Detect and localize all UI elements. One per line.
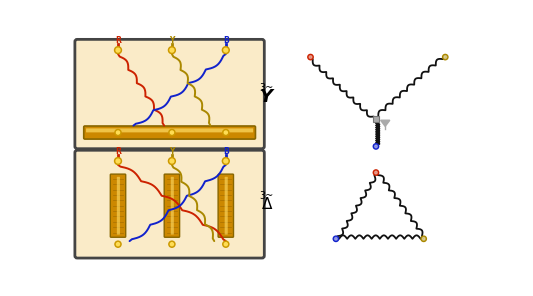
Circle shape [169, 241, 175, 247]
Text: Y: Y [169, 36, 175, 45]
Circle shape [168, 47, 175, 54]
Circle shape [373, 144, 378, 149]
Text: B: B [223, 36, 229, 45]
FancyBboxPatch shape [224, 177, 228, 234]
Circle shape [224, 159, 228, 163]
Circle shape [224, 131, 228, 134]
Circle shape [442, 54, 448, 60]
Circle shape [444, 56, 447, 58]
Circle shape [115, 241, 121, 247]
Text: 3~: 3~ [260, 83, 274, 93]
Circle shape [116, 48, 120, 52]
FancyBboxPatch shape [373, 116, 379, 122]
Text: Y: Y [260, 88, 273, 106]
Circle shape [308, 54, 313, 60]
Circle shape [169, 129, 175, 136]
FancyBboxPatch shape [75, 39, 264, 149]
Polygon shape [381, 120, 390, 126]
Circle shape [222, 157, 229, 165]
Circle shape [222, 47, 229, 54]
Text: Δ: Δ [261, 197, 272, 213]
Circle shape [224, 243, 228, 246]
FancyBboxPatch shape [164, 174, 180, 237]
Circle shape [170, 48, 174, 52]
FancyBboxPatch shape [86, 128, 253, 132]
Circle shape [115, 129, 121, 136]
Circle shape [117, 131, 119, 134]
Text: 3~: 3~ [260, 191, 274, 201]
FancyBboxPatch shape [75, 150, 264, 258]
Circle shape [116, 159, 120, 163]
Circle shape [335, 237, 337, 240]
FancyBboxPatch shape [171, 177, 174, 234]
FancyBboxPatch shape [84, 126, 255, 139]
Text: R: R [115, 147, 121, 155]
Circle shape [170, 159, 174, 163]
Circle shape [223, 129, 229, 136]
Circle shape [373, 170, 378, 175]
Circle shape [117, 243, 119, 246]
Circle shape [115, 47, 122, 54]
FancyBboxPatch shape [110, 174, 126, 237]
FancyBboxPatch shape [218, 174, 233, 237]
FancyBboxPatch shape [117, 177, 120, 234]
Text: B: B [223, 147, 229, 155]
Circle shape [375, 171, 377, 174]
Circle shape [375, 145, 377, 148]
Circle shape [171, 131, 173, 134]
Circle shape [168, 157, 175, 165]
Text: R: R [115, 36, 121, 45]
Circle shape [171, 243, 173, 246]
Circle shape [422, 237, 425, 240]
Circle shape [224, 48, 228, 52]
Circle shape [309, 56, 312, 58]
Text: Y: Y [169, 147, 175, 155]
Circle shape [333, 236, 338, 242]
Circle shape [115, 157, 122, 165]
Circle shape [421, 236, 426, 242]
Circle shape [223, 241, 229, 247]
